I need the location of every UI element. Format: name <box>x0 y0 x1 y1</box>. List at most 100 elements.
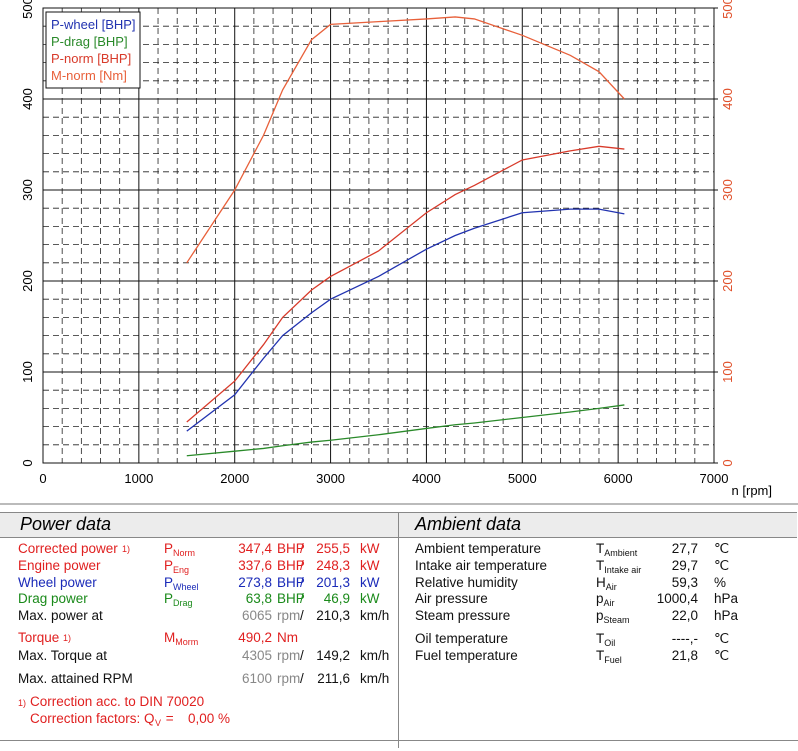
symbol-letter: H <box>596 575 606 590</box>
unit: Nm <box>277 630 298 645</box>
footnote-mark: 1) <box>18 698 27 708</box>
symbol-sub: Oil <box>604 638 616 648</box>
unit: ℃ <box>714 648 730 663</box>
plot-frame <box>42 7 715 464</box>
separator: / <box>300 648 304 663</box>
row-label: Air pressure <box>415 591 488 606</box>
separator: / <box>300 591 304 606</box>
legend-entry: M-norm [Nm] <box>51 68 127 83</box>
symbol-sub: Air <box>603 598 615 608</box>
row-label: Fuel temperature <box>415 648 518 663</box>
legend-entry: P-norm [BHP] <box>51 51 131 66</box>
x-axis-label: n [rpm] <box>732 483 772 498</box>
y-tick-label: 500 <box>20 0 35 19</box>
symbol-sub: Drag <box>173 598 193 608</box>
row-label: Steam pressure <box>415 608 511 623</box>
row-label: Max. attained RPM <box>18 671 133 686</box>
value: 1000,4 <box>656 591 698 606</box>
symbol-sub: Morm <box>175 637 199 647</box>
value: 490,2 <box>238 630 272 645</box>
y-tick-label: 100 <box>20 361 35 383</box>
unit: BHP <box>277 591 305 606</box>
row-label: Relative humidity <box>415 575 518 590</box>
symbol: PNorm <box>164 541 195 561</box>
unit: km/h <box>360 671 390 686</box>
x-tick-label: 2000 <box>220 471 249 486</box>
symbol-letter: P <box>164 558 174 573</box>
series-line <box>186 208 625 432</box>
unit: ℃ <box>714 558 730 573</box>
unit: km/h <box>360 648 390 663</box>
value: 347,4 <box>238 541 272 556</box>
legend-entry: P-drag [BHP] <box>51 34 128 49</box>
value: 255,5 <box>316 541 350 556</box>
value: 273,8 <box>238 575 272 590</box>
y2-tick-label: 0 <box>720 459 735 466</box>
series-line <box>186 145 625 423</box>
x-tick-label: 5000 <box>508 471 537 486</box>
row-label: Torque <box>18 630 60 645</box>
symbol: TIntake air <box>596 558 641 578</box>
symbol-sub: Ambient <box>604 548 638 558</box>
symbol-sub: Eng <box>173 565 190 575</box>
y2-tick-label: 400 <box>720 88 735 110</box>
symbol-letter: p <box>596 591 604 606</box>
divider <box>398 512 399 748</box>
separator: / <box>300 558 304 573</box>
legend-box <box>45 11 141 89</box>
unit: kW <box>360 575 380 590</box>
series-line <box>186 404 625 457</box>
row-label: Max. Torque at <box>18 648 108 663</box>
value: 337,6 <box>238 558 272 573</box>
x-tick-label: 0 <box>39 471 46 486</box>
value: 59,3 <box>671 575 698 590</box>
value: 63,8 <box>245 591 272 606</box>
unit: rpm <box>277 648 301 663</box>
factor-value: 0,00 % <box>188 711 231 726</box>
x-tick-label: 4000 <box>412 471 441 486</box>
symbol: PEng <box>164 558 189 578</box>
symbol-letter: T <box>596 541 605 556</box>
symbol: PDrag <box>164 591 193 611</box>
y2-tick-label: 500 <box>720 0 735 19</box>
symbol: MMorm <box>164 630 198 650</box>
symbol-letter: p <box>596 608 604 623</box>
bottom-line <box>0 740 798 741</box>
symbol: TOil <box>596 631 615 651</box>
symbol-sub: Fuel <box>604 655 622 665</box>
note: 1) <box>63 633 72 643</box>
value: ----,- <box>671 631 698 646</box>
y-tick-label: 200 <box>20 270 35 292</box>
unit: km/h <box>360 608 390 623</box>
symbol-letter: M <box>164 630 176 645</box>
factor-sub: V <box>155 718 162 728</box>
footnote: Correction acc. to DIN 70020 <box>30 694 205 709</box>
y-tick-label: 300 <box>20 179 35 201</box>
value: 149,2 <box>316 648 350 663</box>
unit: hPa <box>714 608 739 623</box>
row-label: Max. power at <box>18 608 103 623</box>
symbol: PWheel <box>164 575 199 595</box>
symbol-sub: Intake air <box>604 565 642 575</box>
legend-entry: P-wheel [BHP] <box>51 17 136 32</box>
unit: % <box>714 575 727 590</box>
y-tick-label: 0 <box>20 459 35 466</box>
symbol-sub: Steam <box>603 615 630 625</box>
ambient-title: Ambient data <box>415 514 522 534</box>
value: 210,3 <box>316 608 350 623</box>
row-label: Engine power <box>18 558 101 573</box>
value: 201,3 <box>316 575 350 590</box>
value: 27,7 <box>671 541 698 556</box>
symbol-sub: Norm <box>173 548 196 558</box>
symbol-letter: T <box>596 631 605 646</box>
unit: kW <box>360 541 380 556</box>
unit: BHP <box>277 541 305 556</box>
row-label: Wheel power <box>18 575 97 590</box>
symbol-sub: Wheel <box>173 582 199 592</box>
unit: ℃ <box>714 541 730 556</box>
power-title: Power data <box>20 514 112 534</box>
symbol-letter: P <box>164 541 174 556</box>
unit: hPa <box>714 591 739 606</box>
y2-tick-label: 100 <box>720 361 735 383</box>
